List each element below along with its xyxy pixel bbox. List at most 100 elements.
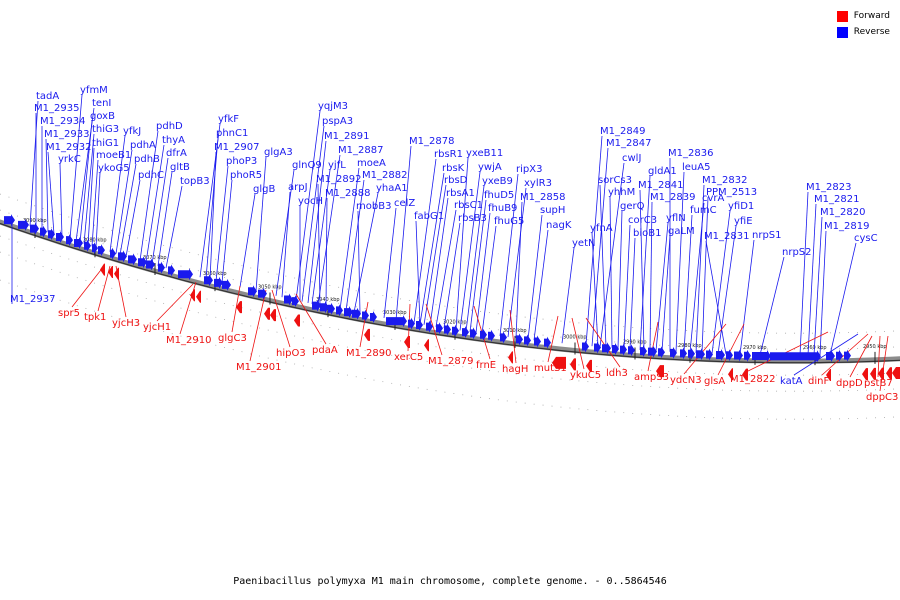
gene-label-M1_2819[interactable]: M1_2819 — [824, 221, 869, 232]
reverse-gene-arrow[interactable] — [320, 301, 329, 314]
forward-gene-arrow[interactable] — [270, 309, 276, 322]
gene-label-M1_2933[interactable]: M1_2933 — [44, 129, 89, 140]
gene-label-yjcH3[interactable]: yjcH3 — [112, 318, 140, 329]
forward-gene-arrow[interactable] — [870, 367, 876, 380]
reverse-gene-arrow[interactable] — [178, 268, 193, 281]
reverse-gene-arrow[interactable] — [328, 302, 335, 315]
gene-label-yfkF[interactable]: yfkF — [218, 114, 239, 125]
reverse-gene-arrow[interactable] — [480, 328, 487, 341]
gene-label-M1_2823[interactable]: M1_2823 — [806, 182, 851, 193]
reverse-gene-arrow[interactable] — [370, 310, 377, 323]
reverse-gene-arrow[interactable] — [352, 307, 361, 320]
reverse-gene-arrow[interactable] — [4, 214, 15, 227]
gene-label-leuA5[interactable]: leuA5 — [682, 162, 710, 173]
reverse-gene-arrow[interactable] — [544, 336, 551, 349]
gene-label-pdaA[interactable]: pdaA — [312, 345, 338, 356]
gene-label-cvrA[interactable]: cvrA — [702, 193, 725, 204]
gene-label-M1_2907[interactable]: M1_2907 — [214, 142, 259, 153]
gene-label-M1_2858[interactable]: M1_2858 — [520, 192, 565, 203]
gene-label-yxeB9[interactable]: yxeB9 — [482, 176, 513, 187]
gene-label-nagK[interactable]: nagK — [546, 220, 572, 231]
reverse-gene-arrow[interactable] — [222, 278, 231, 291]
gene-label-rbsR1[interactable]: rbsR1 — [434, 149, 463, 160]
gene-label-M1_2831[interactable]: M1_2831 — [704, 231, 749, 242]
reverse-gene-arrow[interactable] — [706, 348, 713, 361]
gene-label-M1_2910[interactable]: M1_2910 — [166, 335, 211, 346]
forward-gene-arrow[interactable] — [656, 365, 664, 378]
reverse-gene-arrow[interactable] — [444, 323, 451, 336]
reverse-gene-arrow[interactable] — [362, 309, 369, 322]
reverse-gene-arrow[interactable] — [744, 349, 751, 362]
gene-label-arpJ[interactable]: arpJ — [288, 182, 308, 193]
gene-label-M1_2878[interactable]: M1_2878 — [409, 136, 454, 147]
reverse-gene-arrow[interactable] — [312, 299, 321, 312]
gene-label-yxeB11[interactable]: yxeB11 — [466, 148, 503, 159]
reverse-gene-arrow[interactable] — [110, 247, 116, 260]
forward-gene-arrow[interactable] — [424, 339, 429, 352]
gene-label-rbsA1[interactable]: rbsA1 — [446, 188, 475, 199]
reverse-gene-arrow[interactable] — [516, 333, 523, 346]
gene-label-cwlJ[interactable]: cwlJ — [622, 153, 641, 164]
gene-label-M1_2879[interactable]: M1_2879 — [428, 356, 473, 367]
forward-gene-arrow[interactable] — [364, 328, 370, 341]
gene-label-yocH[interactable]: yocH — [298, 196, 323, 207]
forward-gene-arrow[interactable] — [552, 356, 566, 369]
reverse-gene-arrow[interactable] — [612, 343, 619, 356]
gene-label-fumC[interactable]: fumC — [690, 205, 717, 216]
reverse-gene-arrow[interactable] — [436, 322, 443, 335]
reverse-gene-arrow[interactable] — [74, 236, 83, 249]
reverse-gene-arrow[interactable] — [168, 264, 175, 277]
gene-label-M1_2892[interactable]: M1_2892 — [316, 174, 361, 185]
forward-gene-arrow[interactable] — [886, 367, 892, 380]
gene-label-PPM_2513[interactable]: PPM_2513 — [706, 187, 757, 198]
gene-label-corC3[interactable]: corC3 — [628, 215, 657, 226]
reverse-gene-arrow[interactable] — [248, 285, 257, 298]
gene-label-yfiE[interactable]: yfiE — [734, 216, 753, 227]
gene-label-yetN[interactable]: yetN — [572, 238, 595, 249]
forward-gene-arrow[interactable] — [236, 301, 242, 314]
reverse-gene-arrow[interactable] — [488, 329, 495, 342]
reverse-gene-arrow[interactable] — [602, 342, 611, 355]
gene-label-ywjA[interactable]: ywjA — [478, 162, 502, 173]
reverse-gene-arrow[interactable] — [680, 347, 687, 360]
gene-label-M1_2847[interactable]: M1_2847 — [606, 138, 651, 149]
gene-label-rbsK[interactable]: rbsK — [442, 163, 465, 174]
gene-label-M1_2901[interactable]: M1_2901 — [236, 362, 281, 373]
gene-label-xylR3[interactable]: xylR3 — [524, 178, 552, 189]
gene-label-rbsC1[interactable]: rbsC1 — [454, 200, 483, 211]
gene-label-M1_2822[interactable]: M1_2822 — [730, 374, 775, 385]
gene-label-tenI[interactable]: tenI — [92, 98, 111, 109]
gene-label-moeA[interactable]: moeA — [357, 158, 386, 169]
reverse-gene-arrow[interactable] — [452, 324, 459, 337]
gene-label-glnQ9[interactable]: glnQ9 — [292, 160, 322, 171]
gene-label-M1_2888[interactable]: M1_2888 — [325, 188, 370, 199]
forward-gene-arrow[interactable] — [108, 265, 113, 278]
reverse-gene-arrow[interactable] — [66, 234, 73, 247]
gene-label-hipO3[interactable]: hipO3 — [276, 348, 306, 359]
forward-gene-arrow[interactable] — [508, 351, 513, 364]
gene-label-cysC[interactable]: cysC — [854, 233, 878, 244]
forward-gene-arrow[interactable] — [742, 368, 748, 381]
reverse-gene-arrow[interactable] — [284, 293, 293, 306]
gene-label-ldh3[interactable]: ldh3 — [606, 368, 628, 379]
gene-label-fhuG5[interactable]: fhuG5 — [494, 216, 524, 227]
gene-label-M1_2821[interactable]: M1_2821 — [814, 194, 859, 205]
gene-label-tpk1[interactable]: tpk1 — [84, 312, 106, 323]
gene-label-goxB[interactable]: goxB — [90, 111, 115, 122]
gene-label-yjcH1[interactable]: yjcH1 — [143, 322, 171, 333]
forward-gene-arrow[interactable] — [190, 289, 195, 302]
forward-gene-arrow[interactable] — [892, 366, 900, 379]
gene-label-phnC1[interactable]: phnC1 — [216, 128, 248, 139]
forward-gene-arrow[interactable] — [862, 368, 868, 381]
gene-label-gaLM[interactable]: gaLM — [668, 226, 695, 237]
gene-label-M1_2890[interactable]: M1_2890 — [346, 348, 391, 359]
gene-label-M1_2820[interactable]: M1_2820 — [820, 207, 865, 218]
reverse-gene-arrow[interactable] — [500, 331, 507, 344]
gene-label-mobB3[interactable]: mobB3 — [356, 201, 391, 212]
gene-label-M1_2934[interactable]: M1_2934 — [40, 116, 85, 127]
gene-label-glgA3[interactable]: glgA3 — [264, 147, 293, 158]
reverse-gene-arrow[interactable] — [658, 346, 665, 359]
forward-gene-arrow[interactable] — [114, 267, 119, 280]
reverse-gene-arrow[interactable] — [670, 346, 677, 359]
reverse-gene-arrow[interactable] — [594, 341, 601, 354]
